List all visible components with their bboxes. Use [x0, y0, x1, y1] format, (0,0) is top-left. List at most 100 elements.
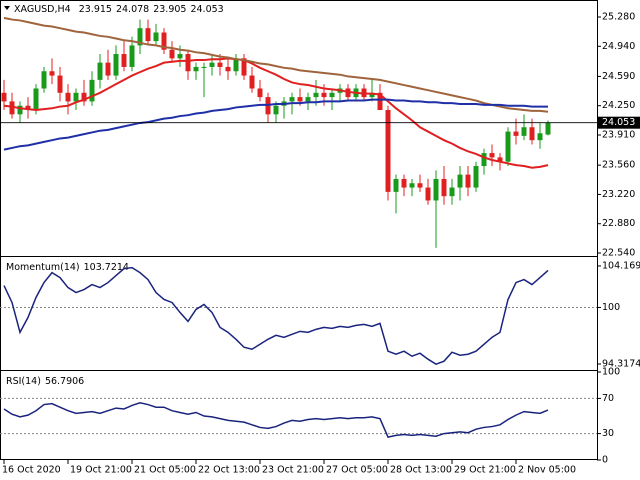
indicator-title: Momentum(14) 103.7214	[6, 262, 129, 273]
candle-body	[249, 75, 255, 89]
momentum-name: Momentum(14)	[6, 262, 80, 273]
y-tick-label: 23.220	[602, 189, 635, 200]
candle-body	[177, 54, 183, 59]
candle-body	[273, 105, 279, 115]
candle-body	[449, 187, 455, 197]
candle-body	[321, 92, 327, 98]
y-tick-label: 22.540	[602, 248, 635, 259]
y-tick-label: 104.1692	[602, 260, 640, 271]
candle-body	[385, 110, 391, 192]
y-tick-label: 70	[602, 393, 614, 404]
candle-body	[297, 97, 303, 102]
candle-body	[369, 92, 375, 98]
candle-body	[241, 58, 247, 76]
y-tick-label: 23.910	[602, 130, 635, 141]
candle-body	[49, 71, 55, 76]
low: 23.905	[153, 4, 186, 15]
candle-body	[473, 166, 479, 188]
candle-body	[257, 88, 263, 98]
rsi-value: 56.7906	[45, 376, 84, 387]
candle-body	[225, 66, 231, 72]
candle-body	[489, 153, 495, 158]
candle-body	[529, 127, 535, 141]
x-tick-label: 2 Nov 05:00	[518, 465, 576, 476]
candle-body	[129, 45, 135, 67]
x-tick-label: 22 Oct 13:00	[198, 465, 260, 476]
candle-body	[1, 92, 7, 102]
x-tick-label: 19 Oct 21:00	[70, 465, 132, 476]
candle-body	[105, 62, 111, 76]
candle-body	[545, 122, 551, 135]
candle-body	[377, 92, 383, 111]
candle-body	[9, 101, 15, 115]
candle-body	[497, 157, 503, 162]
indicator-title: RSI(14) 56.7906	[6, 376, 84, 387]
candle-body	[393, 178, 399, 192]
y-tick-label: 24.590	[602, 71, 635, 82]
candle-body	[233, 58, 239, 72]
x-tick-label: 29 Oct 21:00	[454, 465, 516, 476]
candle-body	[73, 92, 79, 102]
series-line	[3, 266, 549, 366]
candle-body	[25, 105, 31, 111]
series-line	[3, 402, 549, 438]
y-tick-label: 100	[602, 367, 620, 378]
candle-body	[153, 32, 159, 42]
y-tick-label: 24.940	[602, 41, 635, 52]
candle-body	[425, 187, 431, 201]
y-tick-label: 25.280	[602, 11, 635, 22]
candle-body	[97, 62, 103, 80]
candle-body	[217, 62, 223, 67]
y-tick-label: 24.250	[602, 100, 635, 111]
candle-body	[537, 133, 543, 141]
y-tick-label: 22.880	[602, 218, 635, 229]
series-line	[3, 98, 548, 151]
x-tick-label: 27 Oct 05:00	[326, 465, 388, 476]
candle-body	[57, 75, 63, 93]
candle-body	[505, 131, 511, 162]
y-tick-label: 23.560	[602, 160, 635, 171]
candle-body	[17, 105, 23, 115]
candle-body	[201, 66, 207, 68]
candle-body	[113, 54, 119, 76]
series-line	[3, 57, 549, 169]
y-tick-label: 0	[602, 455, 608, 466]
y-tick-label: 100	[602, 302, 620, 313]
candle-body	[329, 92, 335, 98]
candle-body	[41, 71, 47, 89]
candle-body	[433, 178, 439, 201]
candle-body	[457, 174, 463, 188]
series-line	[3, 16, 549, 113]
candle-body	[81, 92, 87, 102]
rsi-name: RSI(14)	[6, 376, 41, 387]
candle-body	[401, 178, 407, 188]
x-tick-label: 28 Oct 13:00	[390, 465, 452, 476]
symbol: XAGUSD,H4	[14, 4, 71, 15]
x-tick-label: 16 Oct 2020	[2, 465, 61, 476]
candle-body	[305, 97, 311, 102]
menu-triangle[interactable]	[4, 6, 10, 10]
y-tick-label: 30	[602, 428, 614, 439]
x-tick-label: 23 Oct 21:00	[262, 465, 324, 476]
candle-body	[161, 32, 167, 50]
candle-body	[465, 174, 471, 188]
close: 24.053	[190, 4, 223, 15]
price-label: 24.053	[602, 117, 635, 128]
candle-body	[137, 28, 143, 46]
candle-body	[89, 79, 95, 102]
candle-body	[65, 92, 71, 102]
candle-body	[193, 66, 199, 72]
candle-body	[441, 178, 447, 197]
candle-body	[33, 88, 39, 111]
candle-body	[145, 28, 151, 42]
candle-body	[521, 127, 527, 136]
candle-body	[409, 183, 415, 188]
y-tick-label: 94.3174	[602, 358, 640, 369]
candle-body	[121, 54, 127, 67]
x-tick-label: 21 Oct 05:00	[134, 465, 196, 476]
candle-body	[185, 54, 191, 72]
candle-body	[169, 49, 175, 59]
symbol-header: XAGUSD,H4 23.915 24.078 23.905 24.053	[14, 4, 224, 15]
candle-body	[481, 153, 487, 167]
